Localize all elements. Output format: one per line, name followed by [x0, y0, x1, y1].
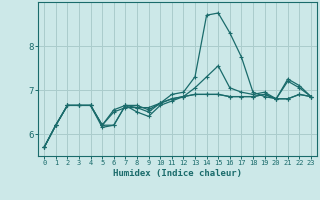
X-axis label: Humidex (Indice chaleur): Humidex (Indice chaleur)	[113, 169, 242, 178]
